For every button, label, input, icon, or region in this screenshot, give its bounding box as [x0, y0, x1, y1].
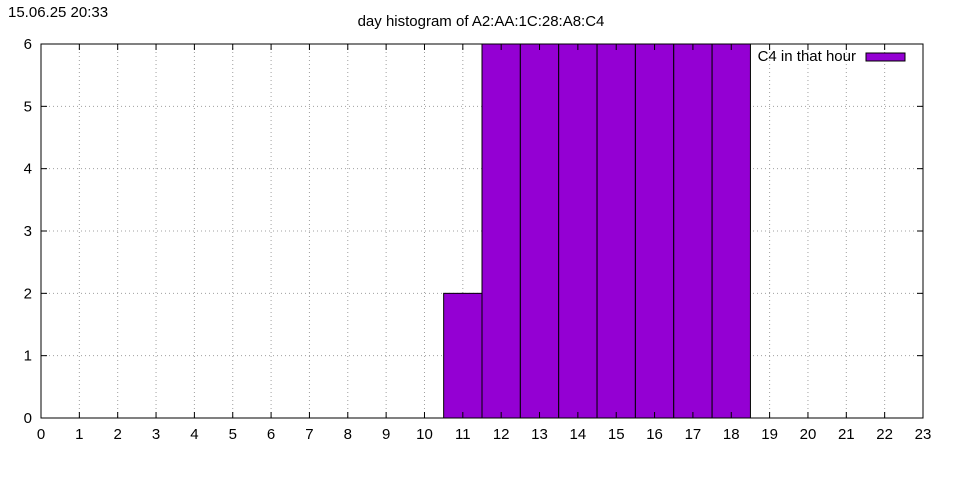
- x-tick-label: 7: [305, 426, 313, 443]
- axis-ticks: 0 1 2 3 4 5 6 7 8 9 10 11 12 13 14 15 16 17 18 19 20 21 22 2301…: [24, 36, 932, 443]
- x-tick-label: 15: [608, 426, 625, 443]
- x-tick-label: 5: [229, 426, 237, 443]
- x-tick-label: 16: [646, 426, 663, 443]
- histogram-bar: [634, 43, 675, 419]
- x-tick-label: 2: [114, 426, 122, 443]
- legend: C4 in that hour: [758, 48, 906, 65]
- x-tick-label: 17: [685, 426, 702, 443]
- y-tick-label: 1: [24, 348, 32, 365]
- histogram-bar: [596, 43, 636, 419]
- histogram-bar: [558, 43, 598, 419]
- legend-swatch: [865, 52, 906, 62]
- x-tick-label: 1: [75, 426, 83, 443]
- histogram-bar: [673, 43, 713, 419]
- x-tick-label: 10: [416, 426, 433, 443]
- x-tick-label: 22: [876, 426, 893, 443]
- histogram-bar: [711, 43, 751, 419]
- x-tick-label: 23: [915, 426, 932, 443]
- legend-label: C4 in that hour: [758, 48, 856, 65]
- y-tick-label: 2: [24, 285, 32, 302]
- x-tick-label: 11: [455, 426, 471, 443]
- x-tick-label: 19: [761, 426, 778, 443]
- x-tick-label: 3: [152, 426, 160, 443]
- x-tick-label: 9: [382, 426, 390, 443]
- x-tick-label: 12: [493, 426, 510, 443]
- y-tick-label: 4: [24, 161, 32, 178]
- y-tick-label: 6: [24, 36, 32, 53]
- chart-title: day histogram of A2:AA:1C:28:A8:C4: [358, 13, 605, 30]
- histogram-bar: [519, 43, 560, 419]
- x-tick-label: 0: [37, 426, 45, 443]
- histogram-bar: [443, 292, 483, 419]
- y-tick-label: 0: [24, 410, 32, 427]
- timestamp: 15.06.25 20:33: [8, 4, 109, 21]
- x-tick-label: 4: [190, 426, 198, 443]
- y-tick-label: 5: [24, 98, 32, 115]
- x-tick-label: 14: [570, 426, 587, 443]
- bar-series: [443, 43, 751, 419]
- x-tick-label: 21: [838, 426, 855, 443]
- histogram-bar: [481, 43, 521, 419]
- y-tick-label: 3: [24, 223, 32, 240]
- x-tick-label: 8: [344, 426, 352, 443]
- x-tick-label: 13: [531, 426, 548, 443]
- x-tick-label: 6: [267, 426, 275, 443]
- x-tick-label: 18: [723, 426, 740, 443]
- x-tick-label: 20: [800, 426, 817, 443]
